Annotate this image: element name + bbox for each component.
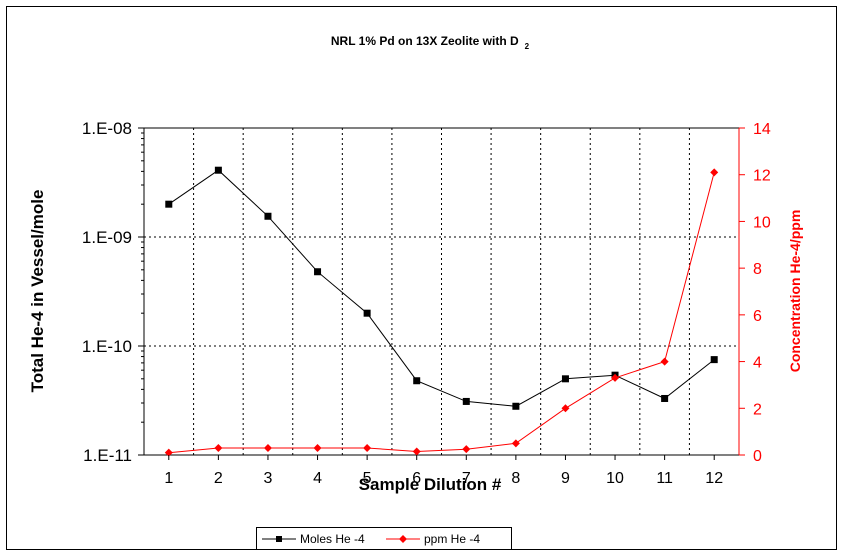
legend: Moles He -4 ppm He -4: [256, 527, 512, 550]
ticks-layer: 1 2 3 4 5 6 7 8 9 10 11 121.E-081.E-091.E-101.E-111…: [82, 119, 771, 487]
legend-label-moles: Moles He -4: [300, 532, 365, 546]
data-point-moles: [561, 375, 569, 383]
data-point-moles: [165, 200, 173, 208]
data-point-ppm: [263, 443, 272, 452]
x-tick-label: 10: [606, 470, 624, 487]
y-right-tick-label: 14: [753, 121, 771, 138]
x-tick-label: 12: [705, 470, 723, 487]
x-tick-label: 2: [214, 470, 223, 487]
axes-layer: [143, 127, 740, 456]
data-point-ppm: [363, 443, 372, 452]
legend-marker-moles: [276, 536, 282, 542]
data-point-ppm: [214, 443, 223, 452]
y-right-tick-label: 6: [753, 308, 762, 325]
data-point-moles: [264, 212, 272, 220]
data-point-moles: [214, 166, 222, 174]
data-point-moles: [363, 309, 371, 317]
x-tick-label: 3: [264, 470, 273, 487]
series-line-moles: [168, 169, 715, 407]
x-axis-label: Sample Dilution #: [359, 475, 502, 494]
x-tick-label: 5: [363, 470, 372, 487]
y-axis-left-label: Total He-4 in Vessel/mole: [28, 190, 47, 393]
plot-area: [144, 128, 739, 455]
data-point-ppm: [511, 439, 520, 448]
data-point-moles: [462, 397, 470, 405]
x-tick-label: 7: [462, 470, 471, 487]
data-point-moles: [710, 356, 718, 364]
data-point-moles: [413, 377, 421, 385]
chart-title-main: NRL 1% Pd on 13X Zeolite with D: [331, 34, 519, 48]
y-right-tick-label: 8: [753, 261, 762, 278]
data-point-moles: [512, 402, 520, 410]
legend-marker-ppm: [399, 535, 407, 543]
y-right-tick-label: 10: [753, 214, 771, 231]
legend-label-ppm: ppm He -4: [424, 532, 480, 546]
x-tick-label: 9: [561, 470, 570, 487]
y-left-tick-label: 1.E-09: [82, 228, 132, 247]
x-tick-label: 11: [656, 470, 673, 487]
y-right-tick-label: 12: [753, 168, 771, 185]
y-left-tick-label: 1.E-08: [82, 119, 132, 138]
data-point-moles: [314, 268, 322, 276]
data-point-moles: [661, 394, 669, 402]
data-point-ppm: [561, 404, 570, 413]
x-tick-label: 8: [511, 470, 520, 487]
x-tick-label: 1: [164, 470, 173, 487]
data-point-ppm: [660, 357, 669, 366]
chart-title-subscript: 2: [525, 42, 530, 51]
y-right-tick-label: 0: [753, 448, 762, 465]
data-point-ppm: [710, 168, 719, 177]
x-tick-label: 6: [412, 470, 421, 487]
data-point-ppm: [412, 447, 421, 456]
grid-layer: [144, 128, 739, 455]
y-right-tick-label: 2: [753, 401, 762, 418]
data-point-ppm: [164, 448, 173, 457]
x-tick-label: 4: [313, 470, 322, 487]
data-point-ppm: [462, 445, 471, 454]
y-left-tick-label: 1.E-11: [83, 446, 132, 465]
y-right-tick-label: 4: [753, 355, 762, 372]
series-layer: [164, 166, 719, 457]
data-point-ppm: [611, 373, 620, 382]
y-left-tick-label: 1.E-10: [82, 337, 132, 356]
data-point-ppm: [313, 443, 322, 452]
chart-title: NRL 1% Pd on 13X Zeolite with D 2: [331, 34, 530, 51]
series-line-ppm: [168, 172, 715, 454]
y-axis-right-label: Concentration He-4/ppm: [787, 210, 803, 373]
